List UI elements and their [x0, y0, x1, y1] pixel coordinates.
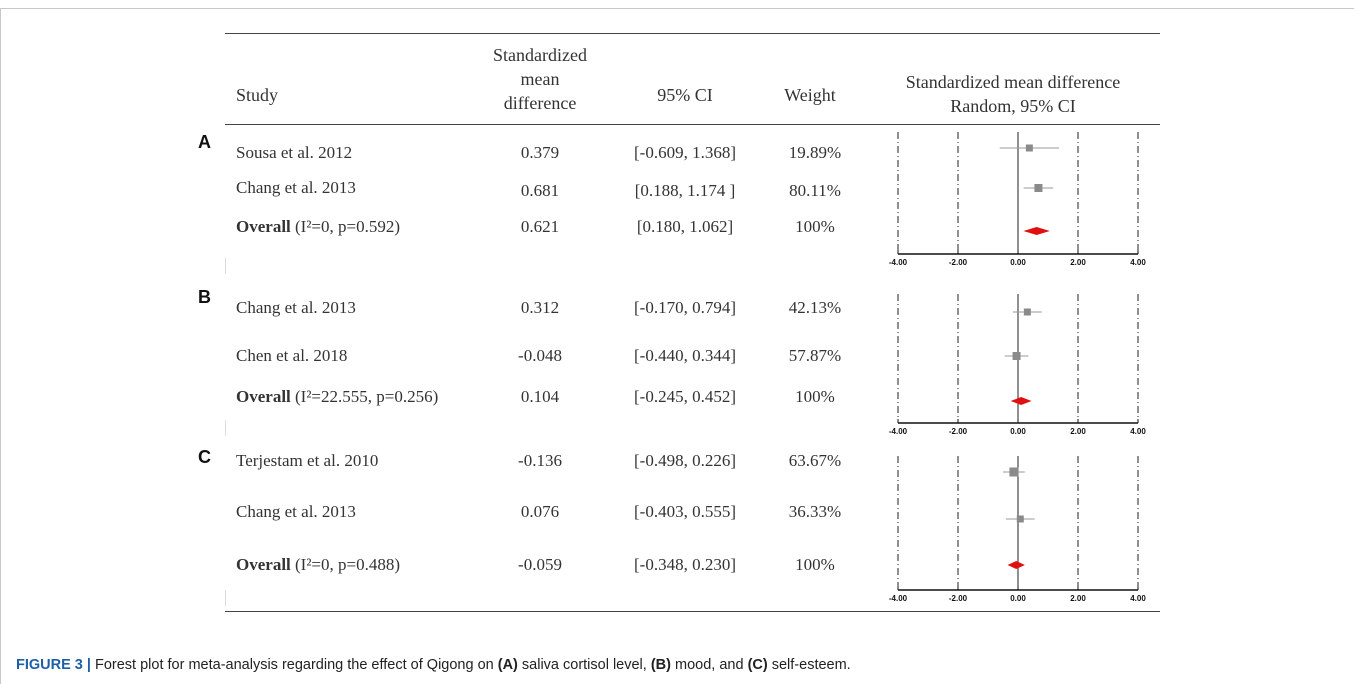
- weight-value: 100%: [795, 555, 835, 574]
- header-smd-line3: difference: [503, 93, 577, 113]
- study-name: Chang et al. 2013: [236, 298, 356, 317]
- x-tick-label: -2.00: [949, 594, 968, 603]
- x-tick-label: 2.00: [1070, 427, 1086, 436]
- overall-diamond: [1007, 561, 1025, 569]
- weight-value: 36.33%: [788, 502, 842, 521]
- x-tick-label: 0.00: [1010, 427, 1026, 436]
- forest-plot-c: -4.00 -2.00 0.00 2.00 4.00: [889, 456, 1146, 603]
- header-rule: [225, 124, 1160, 125]
- header-smd-line2: mean: [520, 69, 560, 89]
- overall-row-label: Overall (I²=22.555, p=0.256): [236, 386, 438, 408]
- overall-stats: (I²=22.555, p=0.256): [290, 387, 439, 406]
- x-tick-label: 0.00: [1010, 258, 1026, 267]
- x-tick-label: -4.00: [889, 427, 908, 436]
- overall-row-label: Overall (I²=0, p=0.488): [236, 554, 400, 576]
- overall-label: Overall: [236, 387, 291, 406]
- smd-value: 0.621: [520, 217, 560, 236]
- caption-text-1: Forest plot for meta-analysis regarding …: [90, 657, 498, 673]
- weight-value: 19.89%: [788, 143, 842, 162]
- ci-value: [-0.498, 0.226]: [634, 451, 736, 470]
- x-tick-label: -4.00: [889, 594, 908, 603]
- caption-label-b: (B): [650, 657, 671, 673]
- weight-value: 100%: [795, 387, 835, 406]
- smd-value: -0.059: [518, 555, 562, 574]
- caption-label-c: (C): [747, 657, 768, 673]
- ci-value: [-0.245, 0.452]: [634, 387, 736, 406]
- ci-value: [-0.609, 1.368]: [634, 143, 736, 162]
- weight-value: 57.87%: [788, 346, 842, 365]
- ci-value: [-0.440, 0.344]: [634, 346, 736, 365]
- figure-frame: [0, 8, 1354, 684]
- smd-value: 0.104: [520, 387, 560, 406]
- panel-separator: [225, 420, 226, 436]
- smd-value: 0.681: [520, 181, 560, 200]
- smd-value: -0.136: [518, 451, 562, 470]
- panel-letter-a: A: [198, 132, 211, 152]
- study-marker: [1009, 467, 1019, 477]
- header-weight: Weight: [784, 85, 836, 105]
- x-tick-label: 4.00: [1130, 594, 1146, 603]
- caption-text-4: self-esteem.: [767, 657, 851, 673]
- ci-value: [0.188, 1.174 ]: [634, 181, 736, 200]
- study-name: Chang et al. 2013: [236, 178, 356, 197]
- header-smd-line1: Standardized: [493, 45, 587, 65]
- x-tick-label: 2.00: [1070, 594, 1086, 603]
- bottom-rule: [225, 611, 1160, 612]
- study-name: Terjestam et al. 2010: [236, 451, 379, 470]
- study-marker: [1025, 144, 1033, 152]
- smd-value: 0.379: [520, 143, 560, 162]
- panel-separator: [225, 258, 226, 274]
- weight-value: 100%: [795, 217, 835, 236]
- header-plot-title-line1: Standardized mean difference: [905, 72, 1121, 92]
- smd-value: 0.076: [520, 502, 560, 521]
- forest-plot-a: -4.00 -2.00 0.00 2.00 4.00: [889, 132, 1146, 267]
- caption-text-3: mood, and: [670, 657, 748, 673]
- x-tick-label: -2.00: [949, 258, 968, 267]
- x-tick-label: -2.00: [949, 427, 968, 436]
- weight-value: 80.11%: [789, 181, 841, 200]
- overall-label: Overall: [236, 217, 291, 236]
- smd-value: -0.048: [518, 346, 562, 365]
- overall-stats: (I²=0, p=0.488): [290, 555, 401, 574]
- overall-diamond: [1010, 397, 1032, 405]
- weight-value: 42.13%: [788, 298, 842, 317]
- panel-letter-b: B: [198, 287, 211, 307]
- overall-label: Overall: [236, 555, 291, 574]
- x-tick-label: 4.00: [1130, 258, 1146, 267]
- ci-value: [0.180, 1.062]: [636, 217, 734, 236]
- x-tick-label: 0.00: [1010, 594, 1026, 603]
- overall-diamond: [1023, 227, 1050, 235]
- study-name: Chen et al. 2018: [236, 346, 348, 365]
- panel-separator: [225, 590, 226, 606]
- header-smd: Standardized mean difference: [470, 43, 610, 115]
- study-name: Chang et al. 2013: [236, 502, 356, 521]
- x-tick-label: 2.00: [1070, 258, 1086, 267]
- caption-label-a: (A): [497, 657, 518, 673]
- caption-figure-label: FIGURE 3 |: [16, 657, 91, 673]
- overall-row-label: Overall (I²=0, p=0.592): [236, 216, 400, 238]
- weight-value: 63.67%: [788, 451, 842, 470]
- smd-value: 0.312: [520, 298, 560, 317]
- overall-stats: (I²=0, p=0.592): [290, 217, 401, 236]
- x-tick-label: -4.00: [889, 258, 908, 267]
- study-marker: [1034, 184, 1043, 192]
- header-study: Study: [236, 85, 279, 105]
- forest-plot-b: -4.00 -2.00 0.00 2.00 4.00: [889, 294, 1146, 436]
- caption-text-2: saliva cortisol level,: [517, 657, 651, 673]
- ci-value: [-0.348, 0.230]: [634, 555, 736, 574]
- study-marker: [1012, 352, 1021, 360]
- header-plot-title: Standardized mean difference Random, 95%…: [868, 70, 1158, 118]
- header-plot-title-line2: Random, 95% CI: [950, 96, 1076, 116]
- study-marker: [1023, 308, 1031, 316]
- ci-value: [-0.403, 0.555]: [634, 502, 736, 521]
- header-ci: 95% CI: [657, 85, 713, 105]
- x-tick-label: 4.00: [1130, 427, 1146, 436]
- study-marker: [1016, 515, 1024, 523]
- ci-value: [-0.170, 0.794]: [634, 298, 736, 317]
- study-name: Sousa et al. 2012: [236, 143, 353, 162]
- top-rule: [225, 33, 1160, 34]
- figure-caption: FIGURE 3 | Forest plot for meta-analysis…: [16, 657, 851, 673]
- panel-letter-c: C: [198, 447, 211, 467]
